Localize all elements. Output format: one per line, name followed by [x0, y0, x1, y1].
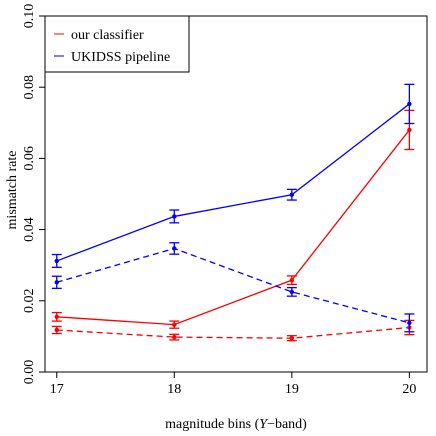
series-line	[56, 129, 410, 326]
y-tick-label: 0.10	[22, 4, 37, 29]
y-tick-label: 0.08	[22, 75, 37, 100]
data-point	[172, 246, 177, 251]
series-ukidss-pipeline-dashed	[51, 242, 415, 333]
legend-label-our-classifier: our classifier	[71, 28, 144, 43]
legend: our classifier UKIDSS pipeline	[44, 15, 190, 73]
series-our-classifier-dashed	[51, 319, 415, 342]
data-point	[54, 314, 59, 320]
data-point	[407, 127, 412, 133]
data-point	[54, 280, 59, 285]
series-line	[56, 103, 410, 262]
data-point	[289, 289, 295, 295]
series-line	[56, 326, 410, 339]
data-point	[407, 320, 412, 326]
y-tick-label: 0.00	[22, 360, 37, 385]
y-axis-label: mismatch rate	[5, 151, 20, 230]
data-point	[289, 277, 295, 283]
x-axis-label: magnitude bins (Y−band)	[165, 417, 307, 432]
y-tick-label: 0.02	[22, 289, 37, 314]
data-point	[407, 101, 412, 107]
data-point	[172, 334, 177, 340]
x-tick-label: 18	[167, 382, 181, 397]
x-axis-label-main: magnitude bins (	[165, 417, 259, 432]
y-tick-label: 0.06	[22, 146, 37, 171]
y-tick-label: 0.04	[22, 217, 37, 242]
series-our-classifier-solid	[51, 109, 415, 329]
x-axis: 17 18 19 20	[50, 372, 416, 397]
legend-box	[44, 15, 190, 73]
x-axis-label-tail: −band)	[267, 417, 307, 432]
x-tick-label: 19	[285, 382, 299, 397]
data-point	[54, 258, 59, 264]
data-point	[172, 322, 177, 327]
data-point	[172, 214, 177, 219]
series-layer	[51, 83, 415, 342]
series-line	[56, 247, 410, 324]
x-axis-label-var: Y	[259, 417, 269, 432]
legend-label-ukidss-pipeline: UKIDSS pipeline	[71, 50, 170, 65]
series-ukidss-pipeline-solid	[51, 83, 415, 268]
plot-frame	[44, 15, 428, 373]
x-tick-label: 20	[402, 382, 416, 397]
x-tick-label: 17	[50, 382, 64, 397]
data-point	[289, 192, 295, 197]
data-point	[54, 327, 59, 333]
y-axis: 0.00 0.02 0.04 0.06 0.08 0.10	[22, 4, 45, 385]
data-point	[289, 335, 295, 341]
